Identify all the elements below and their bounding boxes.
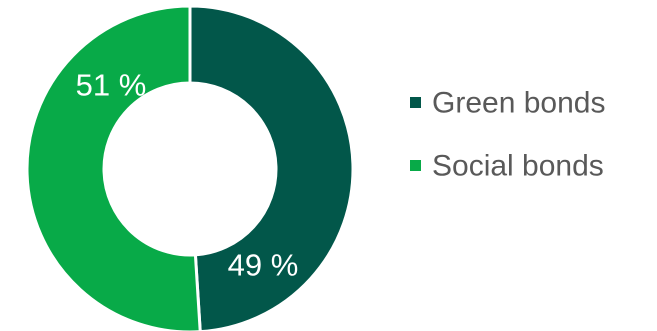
donut-slices: [25, 4, 355, 331]
legend: Green bonds Social bonds: [410, 87, 605, 183]
data-label-green-bonds: 49 %: [228, 248, 299, 283]
legend-label-social-bonds: Social bonds: [432, 150, 604, 183]
data-label-social-bonds: 51 %: [76, 68, 147, 103]
legend-label-green-bonds: Green bonds: [432, 87, 605, 120]
legend-swatch-green-bonds: [410, 97, 421, 108]
donut-slice-green-bonds: [188, 4, 355, 331]
slice-labels: 49 % 51 %: [76, 68, 299, 283]
donut-slice-social-bonds: [25, 4, 202, 331]
legend-swatch-social-bonds: [410, 160, 421, 171]
